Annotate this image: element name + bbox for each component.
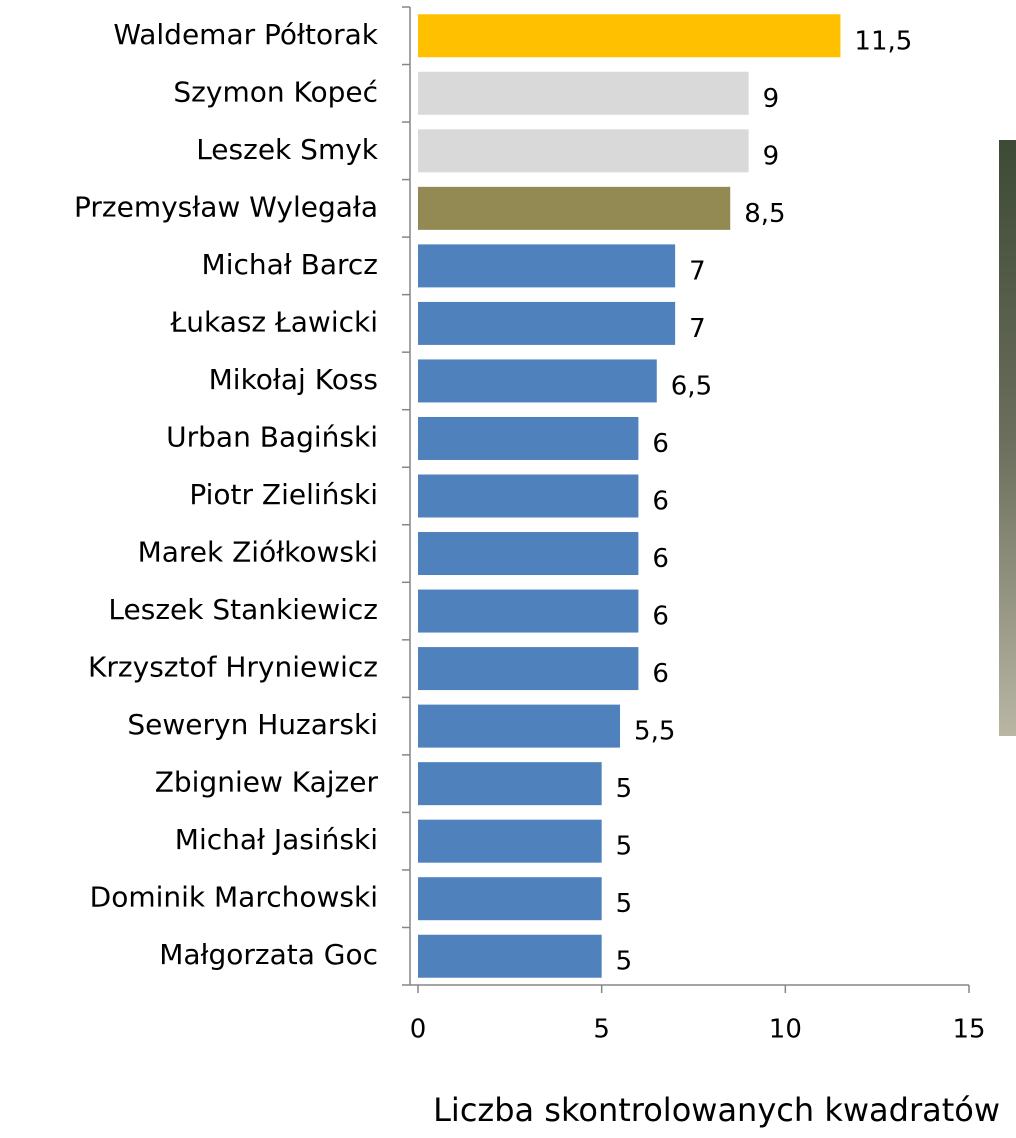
value-label: 6 — [652, 602, 669, 632]
bar — [418, 647, 638, 690]
value-label: 9 — [763, 141, 780, 171]
value-label: 7 — [689, 256, 706, 286]
y-tick-label: Szymon Kopeć — [173, 75, 378, 108]
bar — [418, 820, 602, 863]
bar — [418, 359, 657, 402]
value-label: 5 — [616, 889, 633, 919]
value-label: 5 — [616, 832, 633, 862]
y-tick-label: Piotr Zieliński — [189, 478, 378, 511]
value-label: 6,5 — [671, 371, 712, 401]
value-label: 5 — [616, 947, 633, 977]
bar — [418, 187, 730, 230]
chart: Liczba skontrolowanych kwadratów 0 5 10 15 W… — [0, 0, 1016, 1138]
y-tick-label: Przemysław Wylegała — [74, 190, 378, 223]
value-label: 5 — [616, 774, 633, 804]
x-tick-label: 15 — [952, 1015, 985, 1045]
value-label: 5,5 — [634, 717, 675, 747]
bar — [418, 72, 749, 115]
x-tick-label: 5 — [593, 1015, 610, 1045]
y-tick-label: Michał Jasiński — [175, 823, 378, 856]
bar — [418, 705, 620, 748]
y-tick-label: Leszek Smyk — [196, 133, 379, 166]
bar — [418, 475, 638, 518]
value-label: 8,5 — [744, 199, 785, 229]
bar — [418, 935, 602, 978]
value-label: 6 — [652, 487, 669, 517]
bar — [418, 14, 840, 57]
y-tick-label: Mikołaj Koss — [209, 363, 378, 396]
y-tick-label: Michał Barcz — [202, 248, 378, 281]
x-tick-label: 0 — [410, 1015, 427, 1045]
y-tick-label: Waldemar Półtorak — [113, 18, 378, 51]
page: Liczba skontrolowanych kwadratów 0 5 10 15 W… — [0, 0, 1016, 1138]
photo — [999, 140, 1016, 736]
value-label: 6 — [652, 429, 669, 459]
y-tick-label: Małgorzata Goc — [159, 938, 378, 971]
y-tick-label: Urban Bagiński — [166, 420, 378, 453]
bar — [418, 129, 749, 172]
value-label: 9 — [763, 84, 780, 114]
bar — [418, 244, 675, 287]
y-tick-label: Łukasz Ławicki — [169, 305, 378, 338]
bar — [418, 877, 602, 920]
bar — [418, 762, 602, 805]
y-tick-label: Seweryn Huzarski — [127, 708, 378, 741]
bar — [418, 417, 638, 460]
value-label: 11,5 — [854, 26, 912, 56]
x-tick-label: 10 — [769, 1015, 802, 1045]
bar — [418, 302, 675, 345]
y-tick-label: Marek Ziółkowski — [138, 536, 378, 569]
bar — [418, 590, 638, 633]
value-label: 6 — [652, 659, 669, 689]
x-axis-title: Liczba skontrolowanych kwadratów — [433, 1091, 1000, 1129]
value-label: 7 — [689, 314, 706, 344]
y-tick-label: Dominik Marchowski — [90, 881, 378, 914]
y-tick-label: Zbigniew Kajzer — [155, 766, 379, 799]
y-tick-label: Krzysztof Hryniewicz — [88, 651, 378, 684]
bar — [418, 532, 638, 575]
value-label: 6 — [652, 544, 669, 574]
y-tick-label: Leszek Stankiewicz — [108, 593, 378, 626]
